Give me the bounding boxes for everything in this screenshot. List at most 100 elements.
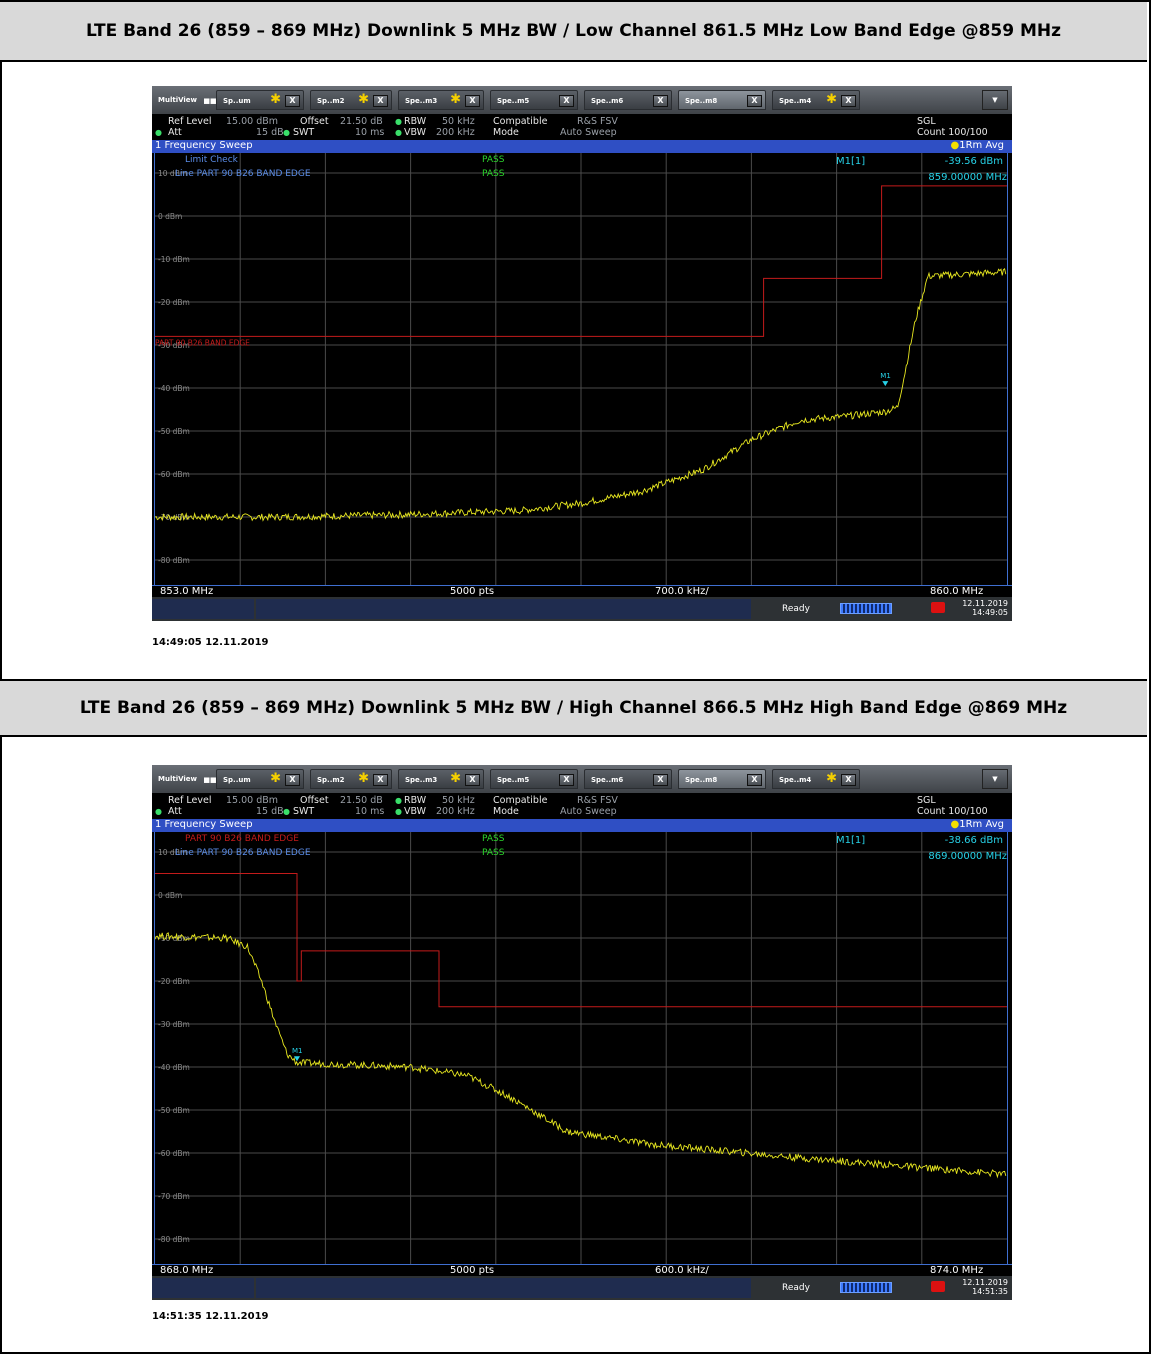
- chevron-down-icon[interactable]: ▼: [982, 90, 1008, 110]
- sweep-count: Count 100/100: [917, 127, 988, 138]
- analyzer-tab[interactable]: Spe..m4 ✱ X: [772, 769, 860, 789]
- ref-level-value: 15.00 dBm: [226, 795, 279, 806]
- close-icon[interactable]: X: [373, 95, 388, 107]
- vbw-label: VBW: [404, 127, 427, 138]
- tab-label: Spe..m3: [405, 776, 438, 784]
- remote-icon: [931, 602, 945, 613]
- star-icon: ✱: [826, 92, 837, 107]
- status-date: 12.11.2019: [962, 599, 1008, 608]
- sweep-title: 1 Frequency Sweep: [155, 140, 253, 151]
- limit-result: PASS: [482, 834, 505, 844]
- trace-mode: ●1Rm Avg: [951, 140, 1005, 151]
- limit-line: [155, 873, 1007, 1008]
- close-icon[interactable]: X: [653, 95, 668, 107]
- y-tick-label: -80 dBm: [158, 556, 190, 565]
- status-dot-icon: ●: [395, 128, 402, 137]
- status-bar: Ready 12.11.2019 14:49:05: [152, 597, 1012, 621]
- rbw-value: 50 kHz: [442, 116, 475, 127]
- analyzer-tab[interactable]: Sp..um ✱ X: [216, 769, 304, 789]
- tab-label: Sp..m2: [317, 97, 345, 105]
- close-icon[interactable]: X: [285, 95, 300, 107]
- swt-label: SWT: [293, 127, 315, 138]
- tab-bar: MultiView ▪▪ Sp..um ✱ X Sp..m2 ✱ X Spe..m3 ✱ X Spe.…: [152, 765, 1012, 793]
- y-tick-label: 0 dBm: [158, 212, 182, 221]
- close-icon[interactable]: X: [841, 774, 856, 786]
- close-icon[interactable]: X: [465, 774, 480, 786]
- tab-label: Spe..m5: [497, 776, 530, 784]
- y-tick-label: -10 dBm: [158, 255, 190, 264]
- status-datetime: 12.11.2019 14:51:35: [962, 1278, 1008, 1296]
- section-divider: [0, 679, 1147, 681]
- y-tick-label: -20 dBm: [158, 298, 190, 307]
- multiview-button[interactable]: MultiView ▪▪: [155, 770, 217, 788]
- close-icon[interactable]: X: [559, 95, 574, 107]
- y-tick-label: -60 dBm: [158, 470, 190, 479]
- analyzer-tab[interactable]: Spe..m6 X: [584, 90, 672, 110]
- vbw-label: VBW: [404, 806, 427, 817]
- grid-icon: ▪▪: [203, 772, 217, 786]
- status-bar: Ready 12.11.2019 14:51:35: [152, 1276, 1012, 1300]
- offset-label: Offset: [300, 795, 329, 806]
- analyzer-tab[interactable]: Spe..m8 X: [678, 769, 766, 789]
- marker-frequency: 869.00000 MHz: [928, 851, 1007, 862]
- limit-line-name: Line PART 90 B26 BAND EDGE: [175, 169, 311, 179]
- y-tick-label: -30 dBm: [158, 341, 190, 350]
- offset-value: 21.50 dB: [340, 116, 383, 127]
- analyzer-tab[interactable]: Spe..m4 ✱ X: [772, 90, 860, 110]
- close-icon[interactable]: X: [747, 95, 762, 107]
- multiview-button[interactable]: MultiView ▪▪: [155, 91, 217, 109]
- status-ready: Ready: [782, 1283, 810, 1293]
- analyzer-tab[interactable]: Spe..m3 ✱ X: [398, 90, 484, 110]
- limit-result: PASS: [482, 155, 505, 165]
- status-dot-icon: ●: [395, 117, 402, 126]
- close-icon[interactable]: X: [747, 774, 762, 786]
- mode-label: Mode: [493, 127, 519, 138]
- star-icon: ✱: [450, 92, 461, 107]
- sweep-points: 5000 pts: [450, 1265, 495, 1276]
- sweep-title-bar: 1 Frequency Sweep ●1Rm Avg: [152, 819, 1012, 832]
- mode-label: Mode: [493, 806, 519, 817]
- status-dot-icon: ●: [395, 807, 402, 816]
- close-icon[interactable]: X: [841, 95, 856, 107]
- analyzer-tab[interactable]: Spe..m3 ✱ X: [398, 769, 484, 789]
- tab-label: Spe..m3: [405, 97, 438, 105]
- close-icon[interactable]: X: [559, 774, 574, 786]
- sweep-points: 5000 pts: [450, 586, 495, 597]
- span-per-div: 700.0 kHz/: [655, 586, 709, 597]
- span-per-div: 600.0 kHz/: [655, 1265, 709, 1276]
- start-frequency: 853.0 MHz: [160, 586, 214, 597]
- trace-line: [155, 267, 1007, 522]
- swt-value: 10 ms: [355, 806, 385, 817]
- close-icon[interactable]: X: [373, 774, 388, 786]
- analyzer-tab[interactable]: Spe..m8 X: [678, 90, 766, 110]
- status-dot-icon: ●: [283, 807, 290, 816]
- analyzer-tab[interactable]: Spe..m6 X: [584, 769, 672, 789]
- tab-label: Spe..m6: [591, 776, 624, 784]
- analyzer-tab[interactable]: Spe..m5 X: [490, 769, 578, 789]
- limit-result: PASS: [482, 848, 505, 858]
- y-tick-label: -40 dBm: [158, 384, 190, 393]
- marker-frequency: 859.00000 MHz: [928, 172, 1007, 183]
- analyzer-tab[interactable]: Sp..um ✱ X: [216, 90, 304, 110]
- spectrum-plot[interactable]: 10 dBm 0 dBm -10 dBm -20 dBm -30 dBm -40 dBm -…: [154, 153, 1008, 585]
- limit-line: [155, 185, 1007, 337]
- analyzer-tab[interactable]: Sp..m2 ✱ X: [310, 90, 392, 110]
- analyzer-tab[interactable]: Spe..m5 X: [490, 90, 578, 110]
- swt-value: 10 ms: [355, 127, 385, 138]
- chevron-down-icon[interactable]: ▼: [982, 769, 1008, 789]
- close-icon[interactable]: X: [285, 774, 300, 786]
- marker-tag: M1: [880, 372, 891, 380]
- marker-triangle: [294, 1056, 300, 1062]
- star-icon: ✱: [826, 771, 837, 786]
- spectrum-plot[interactable]: 10 dBm 0 dBm -10 dBm -20 dBm -30 dBm -40 dBm -…: [154, 832, 1008, 1264]
- close-icon[interactable]: X: [653, 774, 668, 786]
- compatible-label: Compatible: [493, 795, 548, 806]
- progress-meter-icon: [840, 1282, 892, 1293]
- remote-icon: [931, 1281, 945, 1292]
- status-panel-message: [256, 599, 751, 619]
- analyzer-tab[interactable]: Sp..m2 ✱ X: [310, 769, 392, 789]
- marker-readout-label: M1[1]: [836, 156, 865, 167]
- stop-frequency: 874.0 MHz: [930, 1265, 984, 1276]
- close-icon[interactable]: X: [465, 95, 480, 107]
